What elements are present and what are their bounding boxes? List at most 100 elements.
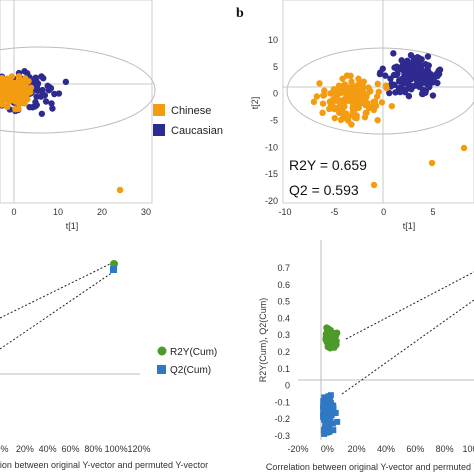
x-tick-label-c: 80% [84,444,102,454]
scatter-point-chinese [348,87,356,94]
scatter-point-chinese [331,114,338,122]
scatter-point-chinese [368,104,375,111]
r2y-regression-line-b [345,271,474,340]
scatter-point-caucasian [435,70,443,78]
x-tick-label-d: 60% [406,444,424,454]
r2y-annotation: R2Y = 0.659 [289,157,367,173]
panel-b-permutation: -20%0%20%40%60%80%100% 0.70.60.50.40.30.… [258,240,474,472]
x-tick-label-d: 100% [462,444,474,454]
confidence-ellipse-b [286,47,474,135]
scatter-point-caucasian [390,50,397,57]
scatter-point-caucasian [392,89,399,96]
y-tick-label-d: 0.6 [277,280,290,290]
confidence-ellipse-a [0,46,156,134]
scatter-point-caucasian [422,60,429,68]
scatter-point-chinese [0,79,6,87]
r2y-permuted-point [323,337,331,345]
points-a [0,68,124,194]
x-ticks-a: 0 10 20 30 [11,207,151,217]
scatter-point-chinese [363,99,371,107]
scatter-point-caucasian [33,93,40,100]
y-tick-label-d: 0.1 [277,364,290,374]
scatter-point-chinese [329,102,336,109]
scatter-point-chinese [350,111,357,118]
q2-permuted-point [321,406,328,413]
legend-label-r2y: R2Y(Cum) [170,347,217,358]
scatter-point-caucasian [398,64,405,71]
scatter-point-caucasian [408,86,415,93]
legend-swatch-chinese [153,104,165,116]
scatter-point-caucasian [376,70,384,78]
scatter-point-caucasian [38,73,45,80]
scatter-point-caucasian [62,78,70,86]
x-tick-label-c: 100% [105,444,128,454]
scatter-point-caucasian [382,72,389,79]
q2-permuted-point [323,414,330,421]
y-axis-label-b: t[2] [250,97,260,110]
scatter-point-chinese [338,86,345,93]
y-tick-label-d: 0.4 [277,313,290,323]
scatter-point-chinese [355,85,362,92]
scatter-point-chinese [352,100,359,108]
scatter-point-caucasian [424,81,431,88]
x-tick-label-a: 0 [11,207,16,217]
scatter-point-chinese [313,93,321,100]
scatter-point-chinese [378,99,386,106]
scatter-point-chinese [25,77,32,85]
scatter-point-chinese [15,105,22,113]
scatter-point-chinese [319,109,326,117]
scatter-point-caucasian [49,105,56,112]
scatter-point-chinese [343,110,350,117]
scatter-point-caucasian [396,88,404,96]
scatter-point-chinese [375,88,383,96]
scatter-point-caucasian [24,70,31,77]
scatter-point-chinese [19,88,27,96]
scatter-point-chinese [374,80,381,88]
y-tick-label-b: -20 [265,196,278,206]
x-ticks-d: -20% 0% 20% 40% 60% 80% 100% [287,444,474,454]
y-tick-label-d: -0.1 [274,397,290,407]
scatter-point-chinese [341,96,348,103]
scatter-point-chinese [4,103,11,111]
y-tick-label-b: 10 [268,35,278,45]
x-axis-label-d: Correlation between original Y-vector an… [266,462,474,472]
y-tick-label-b: 5 [273,62,278,72]
r2y-regression-line-a [0,260,117,319]
scatter-point-chinese [359,92,367,99]
x-tick-label-a: 20 [97,207,107,217]
scatter-point-caucasian [417,75,425,82]
legend-label-caucasian: Caucasian [171,125,223,137]
scatter-point-chinese [343,115,350,122]
x-ticks-b: -10 -5 0 5 [278,207,435,217]
panel-b-scores: b -10 -5 0 5 10 5 0 -5 -10 -15 -20 t[1] t[2] R2Y … [236,0,474,231]
scatter-point-caucasian [30,77,37,84]
r2y-permuted-point [329,341,337,349]
scatter-point-chinese [7,83,14,90]
x-tick-label-b: 0 [381,207,386,217]
scatter-point-caucasian [406,62,413,70]
x-axis-label-c: Correlation between original Y-vector an… [0,460,208,470]
x-tick-label-c: 40% [39,444,57,454]
scatter-point-chinese [460,144,468,152]
q2-permuted-point [327,399,334,406]
legend-a: Chinese Caucasian [153,104,223,137]
points-b [310,50,468,189]
y-tick-label-d: 0.5 [277,297,290,307]
y-tick-label-b: -5 [270,116,278,126]
scatter-point-caucasian [379,65,386,72]
scatter-point-caucasian [405,73,412,81]
scatter-point-chinese [374,116,381,124]
scatter-point-caucasian [427,71,435,78]
scatter-point-chinese [365,84,372,91]
x-tick-label-b: -5 [330,207,338,217]
scatter-point-caucasian [412,65,420,73]
q2-permuted-point [322,422,329,429]
scatter-point-chinese [310,98,318,106]
scatter-point-chinese [316,80,323,87]
x-tick-label-d: 0% [321,444,334,454]
scatter-point-chinese [337,116,345,124]
x-ticks-c: 0% 20% 40% 60% 80%100%120% [0,444,151,454]
scatter-point-caucasian [47,84,55,92]
y-tick-label-d: 0 [285,381,290,391]
